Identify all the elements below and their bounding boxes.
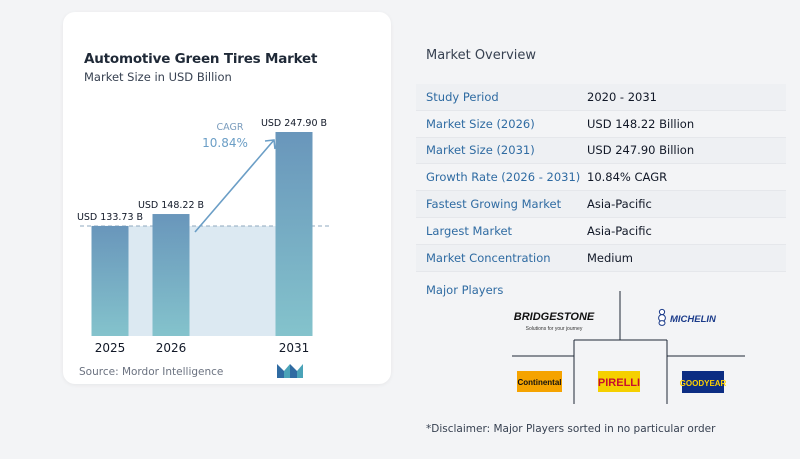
goodyear-name: GOODYEAR (680, 379, 727, 388)
overview-key: Largest Market (426, 223, 513, 238)
cagr-value: 10.84% (202, 136, 248, 150)
source-text: Source: Mordor Intelligence (79, 366, 224, 378)
chart-title: Automotive Green Tires Market (84, 51, 318, 67)
bridgestone-tagline: Solutions for your journey (526, 326, 583, 332)
overview-key: Market Concentration (426, 250, 551, 265)
pirelli-logo: PIRELLI (598, 371, 640, 392)
overview-row: Study Period 2020 - 2031 (416, 84, 786, 111)
overview-row: Fastest Growing Market Asia-Pacific (416, 191, 786, 218)
bridgestone-logo: BRIDGESTONE Solutions for your journey (514, 311, 595, 332)
overview-key: Study Period (426, 89, 499, 104)
chart-subtitle: Market Size in USD Billion (84, 70, 232, 84)
overview-row: Largest Market Asia-Pacific (416, 218, 786, 245)
mordor-logo-icon (277, 364, 303, 378)
x-tick-label: 2025 (95, 341, 126, 355)
x-tick-label: 2026 (156, 341, 187, 355)
michelin-name: MICHELIN (670, 314, 717, 325)
overview-value: Medium (587, 250, 633, 265)
major-players-title: Major Players (426, 283, 504, 297)
overview-row: Market Concentration Medium (416, 244, 786, 272)
bar-value-label: USD 148.22 B (138, 200, 204, 211)
overview-row: Market Size (2031) USD 247.90 Billion (416, 137, 786, 165)
bar-value-label: USD 247.90 B (261, 118, 327, 129)
overview-value: USD 148.22 Billion (587, 116, 695, 131)
overview-row: Market Size (2026) USD 148.22 Billion (416, 111, 786, 138)
cagr-arrow (194, 139, 275, 233)
continental-logo: Continental (517, 371, 562, 392)
continental-name: Continental (518, 378, 562, 387)
bar (275, 132, 313, 336)
overview-value: 2020 - 2031 (587, 89, 657, 104)
overview-row: Growth Rate (2026 - 2031) 10.84% CAGR (416, 164, 786, 192)
overview-key: Market Size (2026) (426, 116, 535, 131)
michelin-logo: MICHELIN (658, 308, 717, 326)
overview-key: Growth Rate (2026 - 2031) (426, 170, 581, 185)
overview-key: Fastest Growing Market (426, 197, 562, 212)
michelin-man-icon (658, 308, 666, 326)
overview-value: USD 247.90 Billion (587, 143, 695, 158)
disclaimer-text: *Disclaimer: Major Players sorted in no … (426, 423, 716, 435)
cagr-arrowhead (264, 139, 276, 150)
overview-title: Market Overview (426, 48, 537, 63)
overview-value: Asia-Pacific (587, 197, 652, 212)
cagr-label: CAGR (217, 122, 244, 133)
player-divider-lines (512, 291, 745, 404)
pirelli-name: PIRELLI (598, 377, 640, 389)
goodyear-logo: GOODYEAR (680, 371, 727, 393)
overview-key: Market Size (2031) (426, 143, 535, 158)
bar (152, 214, 190, 336)
bar-value-label: USD 133.73 B (77, 212, 143, 223)
x-tick-label: 2031 (279, 341, 310, 355)
overview-value: 10.84% CAGR (587, 170, 668, 185)
overview-table: Study Period 2020 - 2031 Market Size (202… (416, 84, 786, 272)
bar (91, 225, 129, 336)
overview-value: Asia-Pacific (587, 223, 652, 238)
bridgestone-name: BRIDGESTONE (514, 311, 595, 323)
